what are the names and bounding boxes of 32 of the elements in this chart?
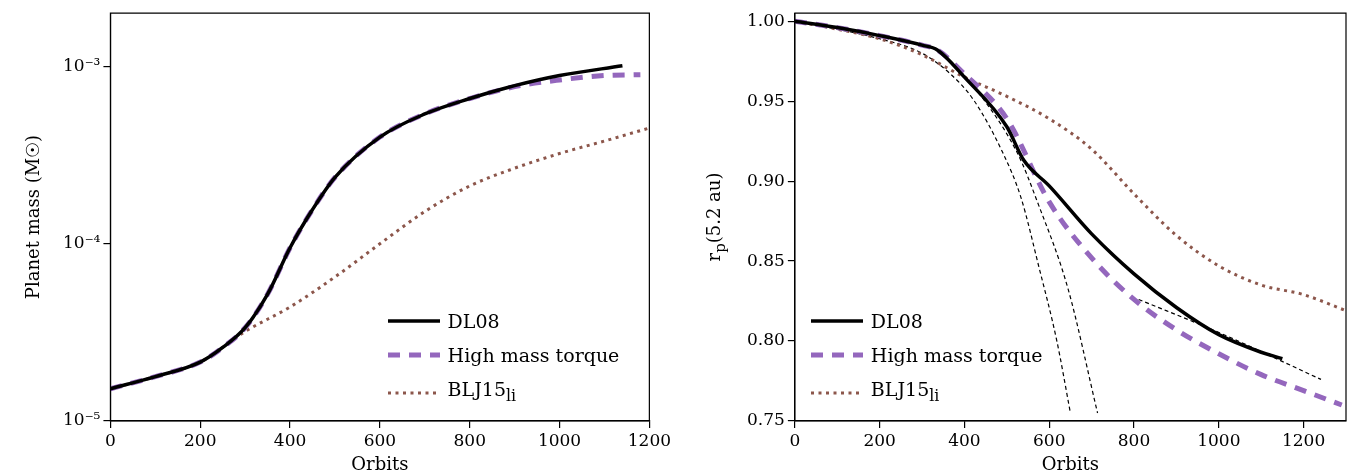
x-tick-label: 200 (184, 429, 217, 450)
y-tick-label: 0.90 (746, 169, 785, 190)
x-axis-title: Orbits (1041, 452, 1099, 474)
x-tick-label: 800 (1117, 429, 1151, 450)
x-tick-label: 0 (105, 429, 116, 450)
y-tick-label: 10⁻³ (63, 54, 101, 75)
x-tick-label: 400 (948, 429, 981, 450)
y-tick-label: 0.85 (746, 249, 785, 270)
y-tick-label: 1.00 (746, 9, 785, 30)
y-tick-label: 0.80 (746, 329, 785, 350)
legend-label: High mass torque (870, 343, 1043, 369)
x-tick-label: 600 (363, 429, 397, 450)
y-axis-title: Planet mass (M☉) (21, 134, 43, 300)
y-tick-label: 10⁻⁴ (63, 232, 101, 253)
legend-label: BLJ15$_{li}$ (870, 377, 940, 407)
y-tick-label: 10⁻⁵ (63, 409, 101, 430)
legend-label: BLJ15$_{li}$ (447, 377, 517, 407)
legend-label: High mass torque (447, 343, 620, 369)
x-tick-label: 200 (863, 429, 896, 450)
x-tick-label: 1000 (1197, 429, 1241, 450)
x-tick-label: 600 (1033, 429, 1066, 450)
legend-label: DL08 (870, 309, 923, 335)
x-tick-label: 0 (789, 429, 801, 450)
x-tick-label: 400 (273, 429, 307, 450)
x-axis-title: Orbits (351, 452, 409, 474)
x-tick-label: 1000 (537, 429, 582, 450)
x-tick-label: 800 (453, 429, 486, 450)
x-tick-label: 1200 (1281, 429, 1326, 450)
x-tick-label: 1200 (627, 429, 671, 450)
y-tick-label: 0.75 (746, 409, 785, 430)
legend-label: DL08 (447, 309, 500, 335)
y-tick-label: 0.95 (746, 89, 785, 110)
